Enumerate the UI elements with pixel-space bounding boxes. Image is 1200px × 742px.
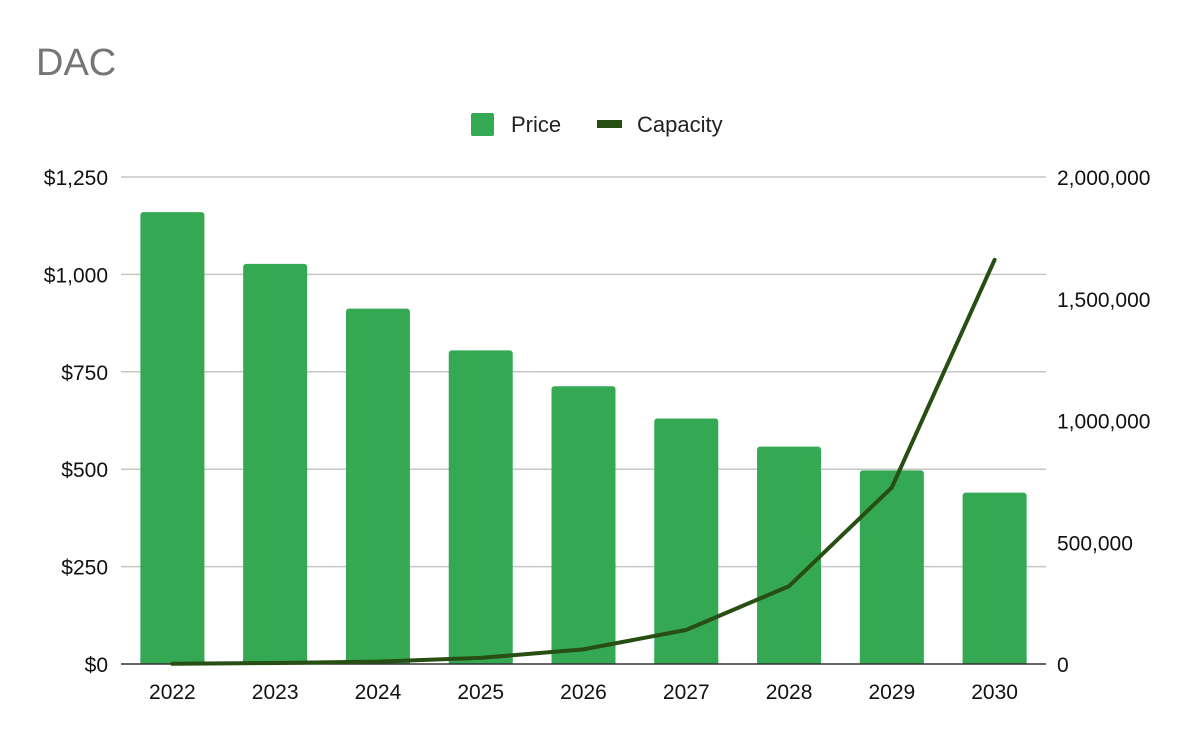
price-bar <box>140 212 205 664</box>
price-bar <box>551 386 616 664</box>
price-bar-base <box>757 658 822 664</box>
right-y-tick-label: 500,000 <box>1057 532 1133 555</box>
right-y-tick-label: 2,000,000 <box>1057 167 1150 190</box>
price-bar <box>243 263 308 664</box>
x-tick-label: 2030 <box>971 681 1018 704</box>
chart-title: DAC <box>36 42 116 84</box>
legend: Price Capacity <box>471 112 723 137</box>
price-bar-base <box>654 658 719 664</box>
left-y-tick-label: $1,000 <box>44 264 108 287</box>
legend-capacity-swatch <box>597 120 622 128</box>
legend-capacity-label: Capacity <box>637 112 723 137</box>
x-tick-label: 2029 <box>868 681 915 704</box>
capacity-line-group <box>170 257 997 666</box>
left-y-tick-label: $0 <box>85 654 108 677</box>
left-y-tick-label: $250 <box>61 557 108 580</box>
left-y-axis: $0 $250 $500 $750 $1,000 $1,250 <box>44 167 108 677</box>
price-bar-base <box>243 658 308 664</box>
x-tick-label: 2023 <box>252 681 299 704</box>
x-tick-label: 2024 <box>355 681 402 704</box>
left-y-tick-label: $1,250 <box>44 167 108 190</box>
price-bar-base <box>962 658 1027 664</box>
left-y-tick-label: $500 <box>61 459 108 482</box>
left-y-tick-label: $750 <box>61 362 108 385</box>
x-tick-label: 2025 <box>457 681 504 704</box>
legend-price-swatch <box>471 113 494 136</box>
x-tick-label: 2022 <box>149 681 196 704</box>
x-tick-label: 2027 <box>663 681 710 704</box>
price-bar-base <box>551 658 616 664</box>
x-axis-labels: 2022 2023 2024 2025 2026 2027 2028 2029 2030 <box>149 681 1018 704</box>
right-y-tick-label: 1,500,000 <box>1057 289 1150 312</box>
capacity-line <box>170 257 997 666</box>
right-y-tick-label: 0 <box>1057 654 1069 677</box>
price-bar <box>654 418 719 664</box>
right-y-axis: 0 500,000 1,000,000 1,500,000 2,000,000 <box>1057 167 1150 677</box>
price-bar-base <box>859 658 924 664</box>
price-bar <box>345 308 410 664</box>
legend-price-label: Price <box>511 112 561 137</box>
price-bar <box>757 446 822 664</box>
price-bar <box>448 350 513 664</box>
price-bar <box>859 470 924 664</box>
price-bar <box>962 492 1027 664</box>
price-bar-base <box>140 658 205 664</box>
price-bars <box>140 212 1027 664</box>
x-tick-label: 2026 <box>560 681 607 704</box>
x-tick-label: 2028 <box>766 681 813 704</box>
right-y-tick-label: 1,000,000 <box>1057 411 1150 434</box>
price-bar-base <box>448 658 513 664</box>
